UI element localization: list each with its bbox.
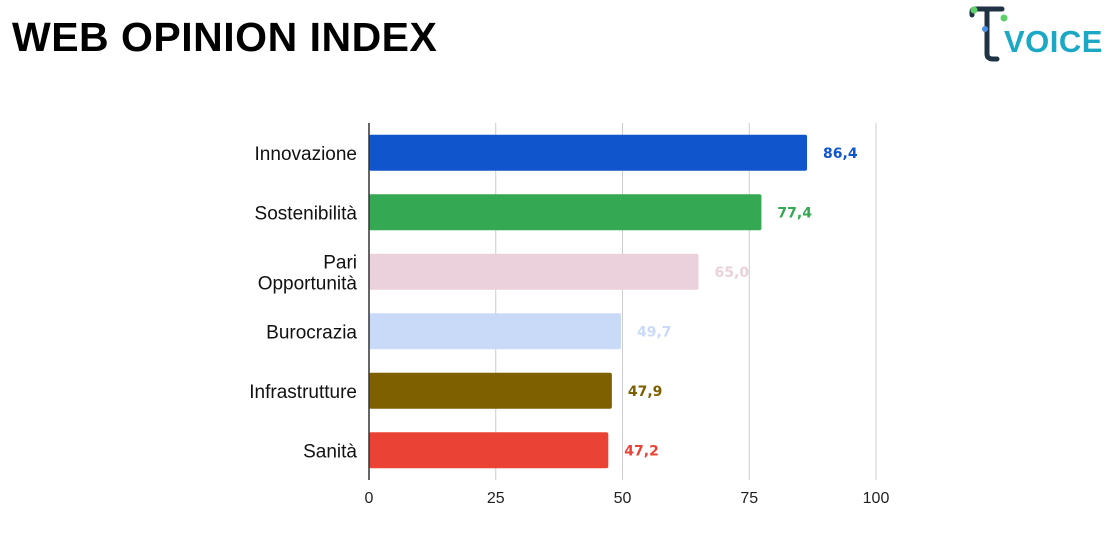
category-label-line: Burocrazia bbox=[266, 322, 357, 343]
tvoice-logo: VOICE bbox=[966, 4, 1116, 66]
category-label-line: Infrastrutture bbox=[249, 382, 357, 403]
category-label-line: Opportunità bbox=[258, 273, 358, 294]
category-label-line: Innovazione bbox=[255, 144, 357, 165]
x-tick-label: 25 bbox=[487, 490, 505, 507]
bar-value-label: 47,2 bbox=[624, 443, 659, 459]
bar bbox=[369, 253, 699, 290]
category-label: Innovazione bbox=[255, 144, 357, 165]
category-label: Burocrazia bbox=[266, 322, 357, 343]
category-label: Sostenibilità bbox=[255, 203, 358, 224]
bar bbox=[369, 313, 621, 350]
category-label: Sanità bbox=[303, 441, 357, 462]
category-label: Pari Opportunità bbox=[258, 252, 358, 294]
bar-value-label: 86,4 bbox=[823, 146, 858, 162]
bar-value-label: 49,7 bbox=[637, 324, 672, 340]
category-label-line: Sostenibilità bbox=[255, 203, 358, 224]
bar bbox=[369, 432, 609, 469]
bar-value-label: 47,9 bbox=[628, 384, 663, 400]
bar bbox=[369, 372, 612, 409]
bar bbox=[369, 194, 762, 231]
logo-text: VOICE bbox=[1004, 24, 1103, 59]
category-label-line: Sanità bbox=[303, 441, 357, 462]
x-tick-label: 100 bbox=[863, 490, 890, 507]
bar-value-label: 65,0 bbox=[715, 265, 750, 281]
page-title: WEB OPINION INDEX bbox=[12, 14, 438, 60]
x-tick-label: 50 bbox=[614, 490, 632, 507]
bar bbox=[369, 134, 808, 171]
bar-value-label: 77,4 bbox=[777, 205, 812, 221]
logo-mark-icon bbox=[969, 6, 1008, 62]
category-label: Infrastrutture bbox=[249, 382, 357, 403]
category-label-line: Pari bbox=[323, 252, 357, 273]
x-tick-label: 75 bbox=[740, 490, 758, 507]
x-tick-label: 0 bbox=[365, 490, 374, 507]
